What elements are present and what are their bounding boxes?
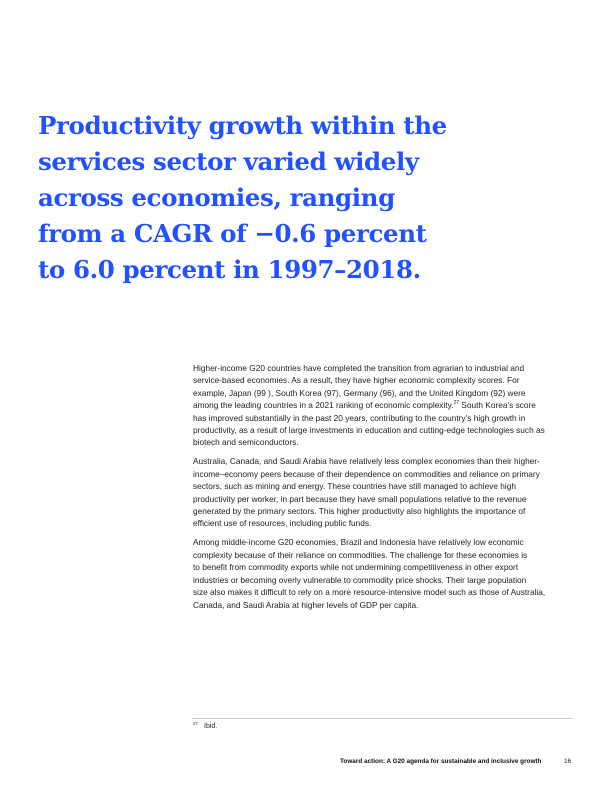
body-text: Higher-income G20 countries have complet… (193, 362, 573, 618)
footnote-text: Ibid. (204, 723, 218, 730)
footnote-reference[interactable]: 27 (453, 400, 459, 407)
paragraph-line: Among middle-income G20 economies, Brazi… (193, 537, 524, 548)
paragraph-line: has improved substantially in the past 2… (193, 412, 526, 423)
pull-quote-line: Productivity growth within the (38, 111, 447, 140)
pull-quote-line: from a CAGR of −0.6 percent (38, 219, 427, 248)
pull-quote-line: services sector varied widely (38, 147, 419, 176)
paragraph-line: biotech and semiconductors. (193, 437, 299, 448)
paragraph-line: Australia, Canada, and Saudi Arabia have… (193, 456, 540, 467)
paragraph-line: income–economy peers because of their de… (193, 468, 540, 479)
paragraph-line: sectors, such as mining and energy. Thes… (193, 481, 516, 492)
running-footer-title: Toward action: A G20 agenda for sustaina… (340, 758, 542, 765)
paragraph-line: among the leading countries in a 2021 ra… (193, 399, 573, 411)
paragraph-line-text: among the leading countries in a 2021 ra… (193, 400, 454, 411)
paragraph-line-text: South Korea’s score (459, 400, 536, 411)
footnote: 27 Ibid. (193, 720, 218, 730)
paragraph-1: Higher-income G20 countries have complet… (193, 362, 573, 449)
footnote-number: 27 (193, 720, 199, 726)
paragraph-3: Among middle-income G20 economies, Brazi… (193, 536, 573, 610)
paragraph-line: size also makes it difficult to rely on … (193, 587, 546, 598)
paragraph-line: productivity, as a result of large inves… (193, 425, 545, 436)
paragraph-line: to benefit from commodity exports while … (193, 562, 519, 573)
pull-quote-line: to 6.0 percent in 1997–2018. (38, 255, 421, 284)
paragraph-line: complexity because of their reliance on … (193, 549, 528, 560)
paragraph-line: Higher-income G20 countries have complet… (193, 363, 525, 373)
paragraph-line: service-based economies. As a result, th… (193, 375, 520, 386)
paragraph-line: example, Japan (99 ), South Korea (97), … (193, 387, 526, 398)
paragraph-2: Australia, Canada, and Saudi Arabia have… (193, 455, 573, 529)
paragraph-line: industries or becoming overly vulnerable… (193, 574, 527, 585)
paragraph-line: generated by the primary sectors. This h… (193, 506, 526, 517)
paragraph-line: Canada, and Saudi Arabia at higher level… (193, 599, 419, 610)
page-number: 16 (564, 758, 572, 765)
pull-quote-heading: Productivity growth within the services … (38, 108, 458, 288)
paragraph-line: productivity per worker, in part because… (193, 493, 527, 504)
footnote-divider (193, 718, 573, 719)
paragraph-line: efficient use of resources, including pu… (193, 518, 372, 529)
pull-quote-line: across economies, ranging (38, 183, 395, 212)
